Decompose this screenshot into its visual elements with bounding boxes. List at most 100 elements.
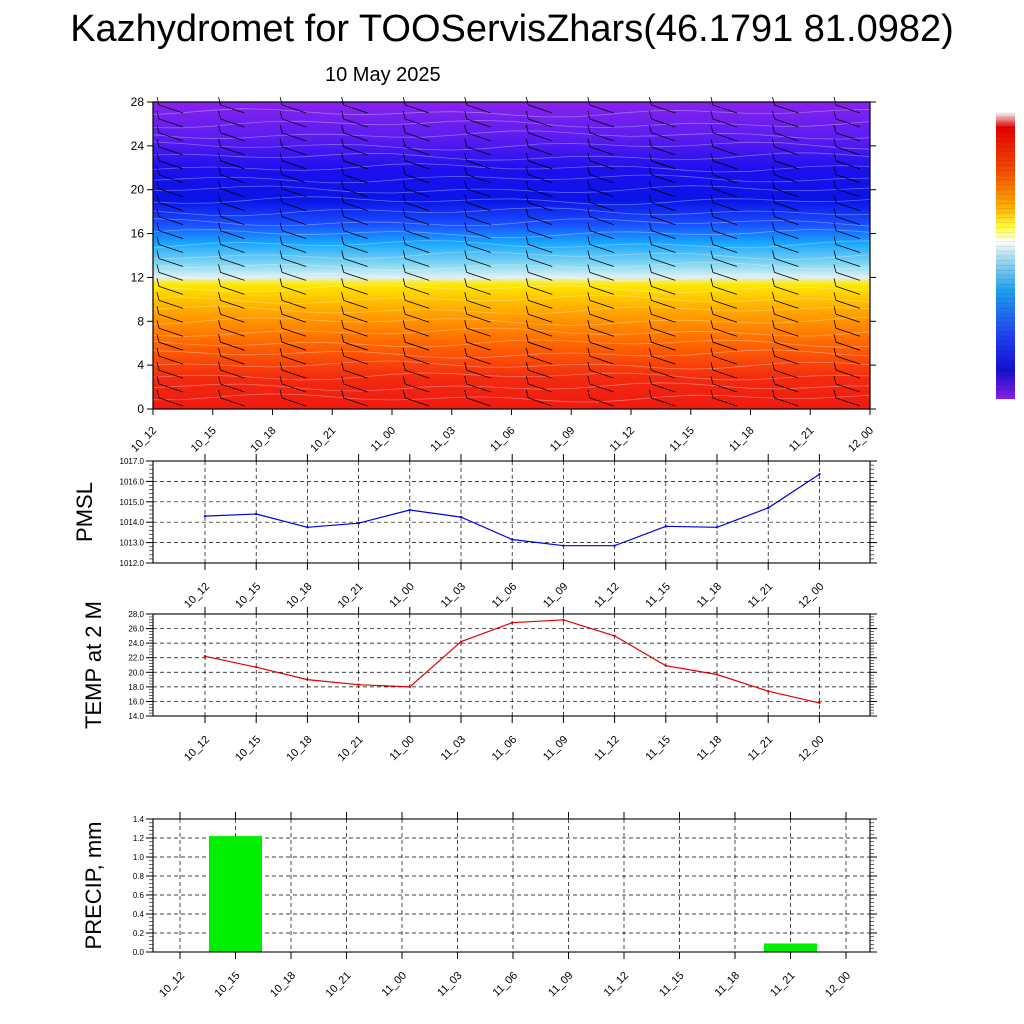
wind-barb — [402, 348, 430, 365]
wind-barb — [648, 166, 676, 184]
x-tick-label: 11_15 — [643, 734, 673, 764]
y-tick-label: 28.0 — [128, 610, 144, 619]
wind-barb — [402, 292, 430, 309]
wind-barb — [156, 166, 184, 184]
wind-barb — [587, 375, 614, 393]
wind-barb — [341, 375, 368, 393]
wind-barb — [464, 334, 491, 351]
wind-barb — [648, 361, 676, 379]
wind-barb — [833, 236, 861, 253]
data-point — [357, 522, 360, 525]
wind-barb — [464, 389, 491, 407]
wind-barb — [218, 110, 245, 128]
wind-barb — [464, 320, 491, 337]
wind-barb — [341, 236, 368, 253]
wind-barb — [156, 278, 184, 295]
wind-barb — [218, 250, 245, 267]
heatmap-x-tick-label: 11_09 — [548, 425, 578, 455]
wind-barb — [218, 361, 245, 379]
wind-barb — [772, 348, 799, 365]
wind-barb — [525, 124, 553, 142]
data-point — [818, 473, 821, 476]
wind-barb — [279, 180, 307, 198]
x-tick-label: 10_12 — [157, 970, 187, 1000]
data-point — [818, 701, 821, 705]
wind-barb — [464, 208, 491, 225]
wind-barb — [341, 96, 368, 114]
plot-area — [153, 461, 870, 563]
heatmap-contour-line — [152, 130, 871, 140]
wind-barb — [341, 264, 368, 281]
heatmap-contour-line — [152, 229, 871, 239]
data-point — [715, 526, 719, 529]
wind-barb — [464, 194, 491, 212]
x-tick-label: 10_21 — [336, 734, 366, 764]
wind-barb — [156, 110, 184, 128]
x-tick-label: 11_21 — [746, 581, 776, 611]
wind-barb — [279, 292, 307, 309]
heatmap-contour-line — [152, 272, 871, 282]
wind-barb — [341, 334, 368, 351]
heatmap-contour-line — [152, 339, 871, 348]
wind-barb — [279, 222, 307, 239]
wind-barb — [218, 348, 245, 365]
heatmap-contour-line — [152, 372, 871, 381]
wind-barb — [218, 306, 245, 323]
wind-barb — [402, 138, 430, 156]
wind-barb — [710, 222, 738, 239]
wind-barb — [648, 348, 676, 365]
wind-barb — [402, 306, 430, 323]
heatmap-x-tick-label: 10_15 — [189, 425, 219, 455]
wind-barb — [525, 96, 553, 114]
wind-barb — [279, 334, 307, 351]
wind-barb — [772, 138, 799, 156]
wind-barb — [587, 264, 614, 281]
wind-barb — [464, 222, 491, 239]
wind-barb — [710, 250, 738, 267]
wind-barb — [587, 236, 614, 253]
wind-barb — [587, 320, 614, 337]
x-tick-label: 11_12 — [592, 734, 622, 764]
wind-barb — [833, 334, 861, 351]
wind-barb — [525, 320, 553, 337]
x-tick-label: 10_21 — [336, 581, 366, 611]
wind-barb — [648, 389, 676, 407]
wind-barb — [772, 222, 799, 239]
wind-barb — [710, 208, 738, 225]
wind-barb — [648, 152, 676, 170]
wind-barb — [464, 124, 491, 142]
wind-barb — [587, 180, 614, 198]
wind-barb — [156, 152, 184, 170]
x-tick-label: 11_09 — [541, 581, 571, 611]
x-tick-label: 11_06 — [491, 970, 521, 1000]
wind-barb — [833, 138, 861, 156]
data-point — [511, 621, 514, 624]
wind-barb — [156, 264, 184, 281]
x-tick-label: 10_12 — [182, 581, 212, 611]
y-tick-label: 0.8 — [133, 872, 145, 881]
wind-barb — [464, 348, 491, 365]
data-point — [562, 618, 565, 622]
y-axis-label: TEMP at 2 M — [81, 601, 106, 729]
heatmap-y-tick-label: 20 — [131, 183, 145, 197]
heatmap-y-tick-label: 28 — [131, 95, 145, 109]
wind-barb — [156, 334, 184, 351]
x-tick-label: 11_18 — [695, 581, 725, 611]
wind-barb — [402, 194, 430, 212]
x-tick-label: 10_21 — [324, 970, 354, 1000]
x-tick-label: 11_03 — [439, 581, 469, 611]
wind-barb — [525, 166, 553, 184]
wind-barb — [464, 278, 491, 295]
heatmap-contour-line — [152, 108, 871, 118]
wind-barb — [710, 320, 738, 337]
wind-barb — [587, 334, 614, 351]
data-point — [664, 664, 667, 667]
wind-barb — [710, 278, 738, 295]
wind-barb — [525, 222, 553, 239]
wind-barb — [587, 278, 614, 295]
wind-barb — [156, 375, 184, 393]
wind-barb — [710, 96, 738, 114]
wind-barb — [772, 110, 799, 128]
x-tick-label: 11_09 — [541, 734, 571, 764]
data-point — [767, 506, 770, 510]
